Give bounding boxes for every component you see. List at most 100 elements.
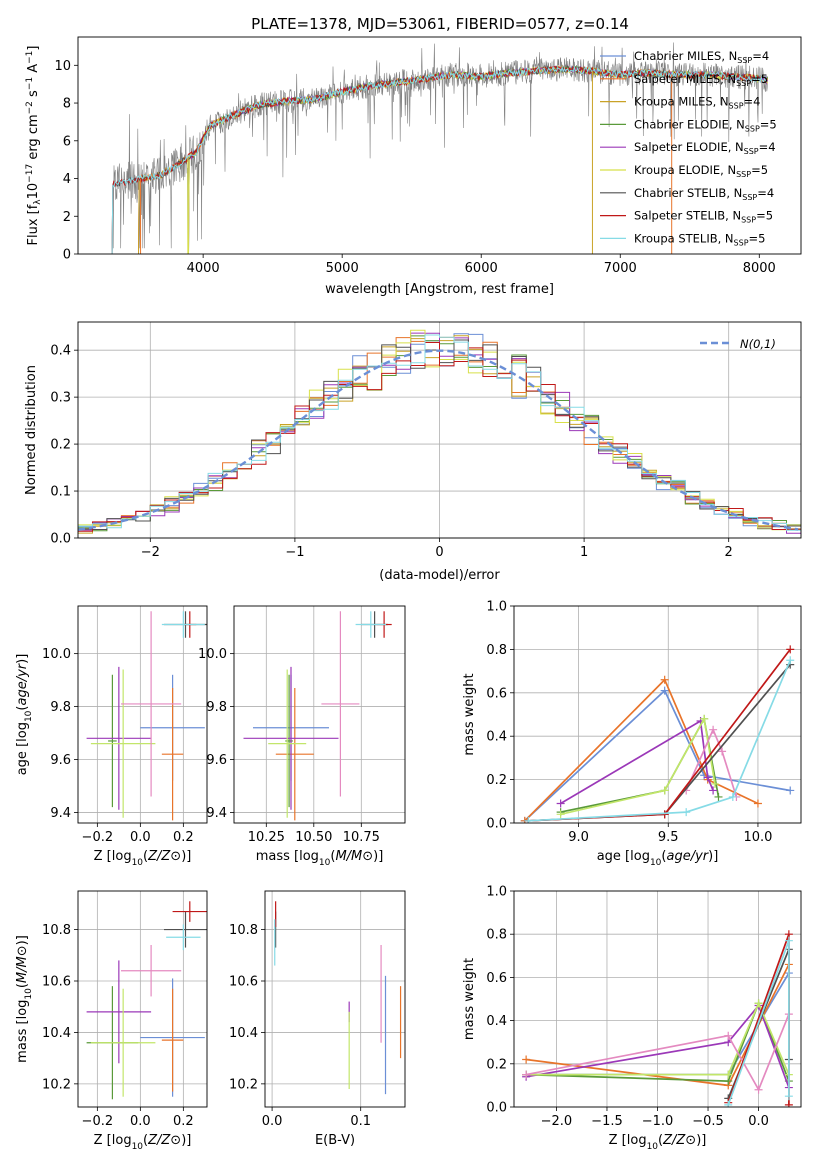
y-axis-label: mass weight [462,673,477,755]
legend-entry: Kroupa ELODIE, NSSP=5 [634,163,768,179]
model-spectrum-salpeter-stelib [111,65,768,254]
spectrum-panel: 4000 5000 6000 7000 8000 0 2 4 6 8 10 wavelength [A… [25,36,802,297]
y-tick-label: 8 [63,97,71,112]
weight-series [685,727,738,798]
y-tick-label: 0.4 [50,344,71,359]
y-tick-label: 9.8 [206,700,227,715]
weight-series [528,659,791,822]
y-tick-label: 0.0 [486,1101,507,1116]
x-tick-label: 0 [435,545,443,560]
x-tick-label: 0.0 [130,830,151,845]
y-tick-label: 0.4 [486,730,507,745]
axes-frame [513,605,802,824]
legend-entry: Chabrier ELODIE, NSSP=5 [634,117,777,133]
y-tick-label: 0.3 [50,391,71,406]
legend-entry: Kroupa MILES, NSSP=4 [634,95,760,111]
weight-series [528,664,791,822]
weight-marker [786,645,795,654]
x-tick-label: 5000 [326,261,359,276]
weight-marker [714,792,723,801]
figure-title: PLATE=1378, MJD=53061, FIBERID=0577, z=0… [251,15,629,33]
spectrum-legend: Chabrier MILES, NSSP=4 Salpeter MILES, NS… [600,49,777,247]
mass-vs-z-panel: −0.2 0.0 0.2 10.2 10.4 10.6 10.8 Z [log10(Z/Z⊙)… [15,890,208,1152]
y-tick-label: 1.0 [486,600,507,615]
x-axis-label: wavelength [Angstrom, rest frame] [325,282,554,297]
weight-marker [700,714,709,723]
y-tick-label: 10.6 [42,975,71,990]
y-axis-label: Normed distribution [24,365,39,495]
y-axis-label: age [log10(age/yr)] [15,654,34,776]
x-axis-label: Z [log10(Z/Z⊙)] [94,1133,192,1152]
x-tick-label: 10.75 [343,830,380,845]
mass-vs-ebv-panel: 0.0 0.1 10.2 10.4 10.6 10.8 E(B-V) [229,890,406,1148]
weight-marker [682,808,691,817]
model-spectrum-kroupa-stelib [111,65,768,254]
x-tick-label: −0.5 [692,1114,724,1129]
weight-series [525,1003,790,1088]
y-axis-label: Flux [fλ10−17 erg cm−2 s−1 A−1] [25,46,43,246]
weight-vs-z-panel: −2.0 −1.5 −1.0 −0.5 0.0 0.0 0.2 0.4 0.6 0.8 1.0 Z [… [462,885,802,1152]
weight-marker [709,725,718,734]
x-tick-label: 0.0 [262,1114,283,1129]
weight-marker [784,1100,793,1107]
x-axis-label: age [log10(age/yr)] [597,849,719,868]
x-tick-label: 6000 [465,261,498,276]
legend-entry: Chabrier MILES, NSSP=4 [634,49,769,65]
x-axis-label: mass [log10(M/M⊙)] [256,849,384,868]
y-tick-label: 0.8 [486,928,507,943]
weight-marker [728,792,737,801]
weight-marker [522,1055,531,1064]
y-tick-label: 6 [63,134,71,149]
y-tick-label: 0.6 [486,971,507,986]
weight-marker [660,675,669,684]
y-tick-label: 9.4 [50,806,71,821]
x-tick-label: 0.0 [130,1114,151,1129]
weight-marker [724,1070,733,1079]
x-tick-label: 8000 [743,261,776,276]
x-tick-label: −2 [141,545,160,560]
y-tick-label: 9.4 [206,806,227,821]
y-tick-label: 10.6 [229,975,258,990]
y-tick-label: 9.6 [50,753,71,768]
residuals-panel: −2 −1 0 1 2 0.0 0.1 0.2 0.3 0.4 (data-model)/error… [24,321,802,583]
x-tick-label: 1 [580,545,588,560]
age-vs-z-panel: −0.2 0.0 0.2 9.4 9.6 9.8 10.0 Z [log10(Z/Z⊙)] ag… [15,605,208,868]
weight-marker [784,1092,793,1101]
y-axis-label: mass weight [462,958,477,1040]
x-tick-label: 0.2 [173,1114,194,1129]
axes-frame [77,36,802,255]
weight-marker [724,1100,733,1107]
axes-frame [233,605,406,824]
weight-marker [718,747,727,756]
x-tick-label: 10.50 [295,830,332,845]
y-tick-label: 0.2 [50,438,71,453]
y-tick-label: 10.0 [42,647,71,662]
weight-marker [724,1031,733,1040]
x-tick-label: 0.1 [350,1114,371,1129]
y-tick-label: 0.1 [50,485,71,500]
y-tick-label: 10.2 [229,1077,258,1092]
y-tick-label: 10.8 [42,923,71,938]
y-tick-label: 0.8 [486,643,507,658]
y-tick-label: 0.0 [50,532,71,547]
weight-marker [556,810,565,819]
x-tick-label: 0.2 [173,830,194,845]
legend-entry: Salpeter STELIB, NSSP=5 [634,209,773,225]
x-axis-label: E(B-V) [315,1133,355,1148]
x-tick-label: −1.0 [642,1114,674,1129]
weight-marker [660,686,669,695]
weight-marker [786,656,795,665]
y-tick-label: 1.0 [486,885,507,900]
weight-marker [660,810,669,819]
axes-frame [77,605,208,824]
y-tick-label: 0.6 [486,686,507,701]
y-tick-label: 10.2 [42,1077,71,1092]
axes-frame [264,890,406,1108]
weight-series [524,689,791,822]
y-tick-label: 9.6 [206,753,227,768]
x-tick-label: −0.2 [82,830,114,845]
weight-series [528,648,791,822]
y-tick-label: 0.4 [486,1014,507,1029]
weight-series [560,716,716,816]
